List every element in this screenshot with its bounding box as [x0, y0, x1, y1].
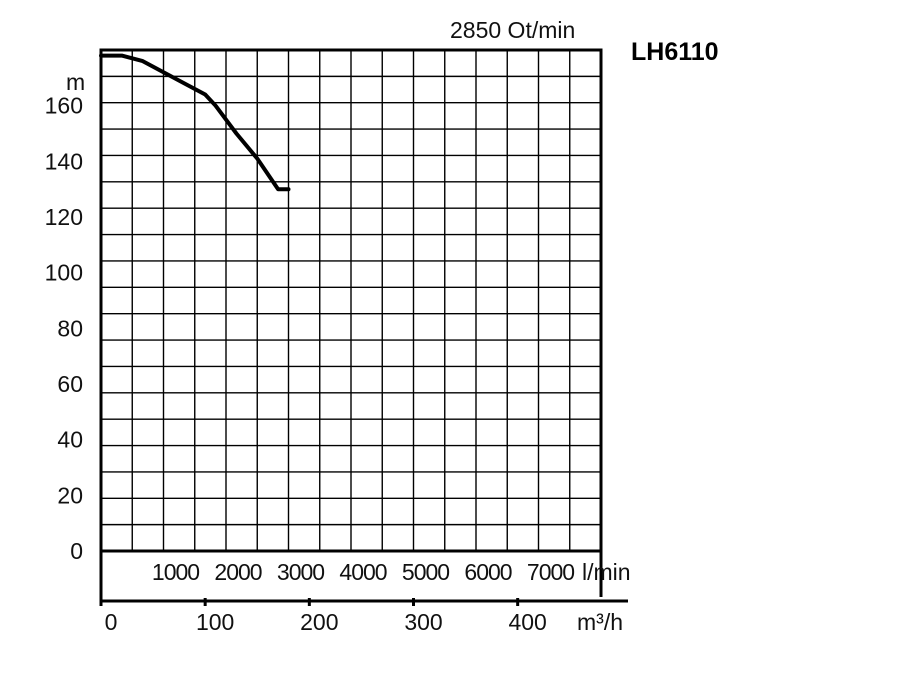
x-tick-label-lmin: 2000 [214, 559, 261, 585]
x-tick-label-m3h: 100 [196, 609, 234, 635]
x-tick-label-lmin: 4000 [339, 559, 386, 585]
series-line [99, 53, 291, 192]
y-tick-label: 120 [45, 204, 83, 230]
chart-title: LH6110 [631, 38, 719, 66]
y-tick-label: 40 [57, 427, 83, 453]
x-axis-label-lmin: l/min [582, 559, 631, 585]
x-axis-label-m3h: m³/h [577, 609, 623, 635]
x-tick-label-lmin: 1000 [152, 559, 199, 585]
x-tick-label-m3h: 400 [508, 609, 546, 635]
y-tick-label: 140 [45, 148, 83, 174]
x-tick-label-lmin: 7000 [527, 559, 574, 585]
x-tick-label-lmin: 5000 [402, 559, 449, 585]
y-tick-label: 20 [57, 482, 83, 508]
flow-axis-area [99, 551, 628, 606]
chart-subtitle: 2850 Ot/min [450, 17, 575, 43]
y-tick-label: 60 [57, 371, 83, 397]
y-axis-label: m [66, 69, 85, 95]
x-tick-label-m3h: 300 [404, 609, 442, 635]
y-tick-label: 80 [57, 315, 83, 341]
x-tick-label-lmin: 6000 [464, 559, 511, 585]
x-tick-label-lmin: 3000 [277, 559, 324, 585]
y-tick-label: 160 [45, 93, 83, 119]
y-tick-label: 0 [70, 538, 83, 564]
grid [101, 50, 601, 551]
y-tick-label: 100 [45, 260, 83, 286]
plot-frame [99, 48, 603, 553]
x-tick-label-m3h: 200 [300, 609, 338, 635]
x-tick-label-m3h: 0 [105, 609, 118, 635]
